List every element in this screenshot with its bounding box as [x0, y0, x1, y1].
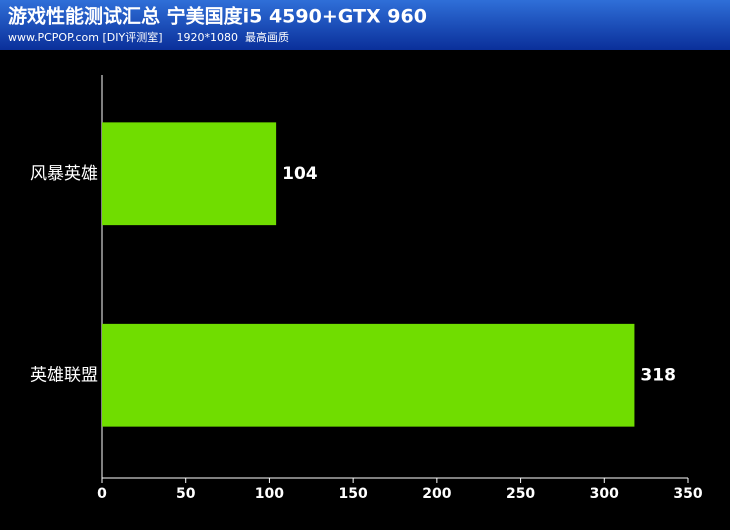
x-tick-label: 0 — [97, 486, 107, 502]
header — [0, 0, 730, 50]
x-tick-label: 50 — [176, 486, 196, 502]
y-tick-label: 英雄联盟 — [30, 365, 98, 385]
y-tick-label: 风暴英雄 — [30, 164, 98, 184]
x-tick-label: 100 — [255, 486, 284, 502]
value-label: 104 — [282, 164, 318, 184]
chart-title: 游戏性能测试汇总 宁美国度i5 4590+GTX 960 — [8, 5, 427, 28]
value-label: 318 — [640, 365, 676, 385]
chart-subtitle: www.PCPOP.com [DIY评测室] 1920*1080 最高画质 — [8, 30, 289, 44]
bar — [102, 122, 277, 226]
x-tick-label: 150 — [339, 486, 368, 502]
x-tick-label: 200 — [422, 486, 451, 502]
x-tick-label: 250 — [506, 486, 535, 502]
x-tick-label: 300 — [590, 486, 619, 502]
x-tick-label: 350 — [673, 486, 702, 502]
bar — [102, 323, 635, 427]
